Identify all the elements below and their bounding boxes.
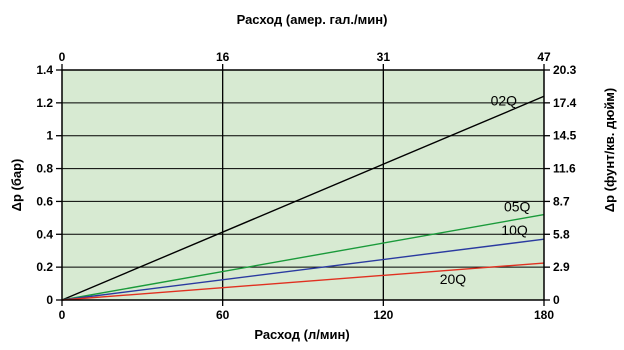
y-tick-label-right: 5.8: [553, 227, 570, 241]
y-tick-label-left: 1.4: [36, 63, 53, 77]
y-tick-label-left: 0.8: [36, 162, 53, 176]
series-line-02q: [61, 95, 545, 301]
x-tick-label-bottom: 60: [216, 308, 230, 322]
x-tick-label-top: 31: [377, 50, 391, 64]
y-tick-label-left: 0: [46, 293, 53, 307]
grid-lines: [62, 70, 544, 300]
y-axis-title-left: Δp (бар): [9, 159, 24, 212]
x-tick-label-top: 47: [537, 50, 551, 64]
plot-frame: [61, 69, 545, 301]
series-lines: [61, 95, 545, 301]
x-tick-label-top: 0: [59, 50, 66, 64]
series-label-02q: 02Q: [491, 92, 518, 108]
y-tick-label-left: 1.2: [36, 96, 53, 110]
y-tick-label-left: 0.6: [36, 194, 53, 208]
y-tick-label-left: 1: [46, 129, 53, 143]
x-tick-label-top: 16: [216, 50, 230, 64]
series-line-05q: [61, 213, 545, 301]
y-tick-label-right: 11.6: [553, 162, 576, 176]
y-axis-title-right: Δp (фунт/кв. дюйм): [602, 88, 617, 213]
y-tick-label-right: 17.4: [553, 96, 577, 110]
y-tick-label-right: 20.3: [553, 63, 577, 77]
y-tick-label-right: 14.5: [553, 129, 577, 143]
y-tick-label-left: 0.4: [36, 227, 53, 241]
series-label-05q: 05Q: [504, 198, 531, 214]
x-axis-title-bottom: Расход (л/мин): [254, 327, 349, 342]
x-axis-title-top: Расход (амер. гал./мин): [237, 12, 388, 27]
y-tick-label-right: 2.9: [553, 260, 570, 274]
x-tick-label-bottom: 0: [59, 308, 66, 322]
series-labels: 02Q 05Q 10Q 20Q: [440, 92, 531, 287]
y-tick-label-right: 8.7: [553, 194, 570, 208]
series-label-20q: 20Q: [440, 271, 467, 287]
x-tick-label-bottom: 180: [534, 308, 554, 322]
series-label-10q: 10Q: [501, 222, 528, 238]
plot-area: [62, 70, 544, 300]
series-line-20q: [61, 262, 545, 301]
y-tick-label-right: 0: [553, 293, 560, 307]
x-tick-label-bottom: 120: [373, 308, 393, 322]
y-tick-label-left: 0.2: [36, 260, 53, 274]
series-line-10q: [61, 238, 545, 301]
